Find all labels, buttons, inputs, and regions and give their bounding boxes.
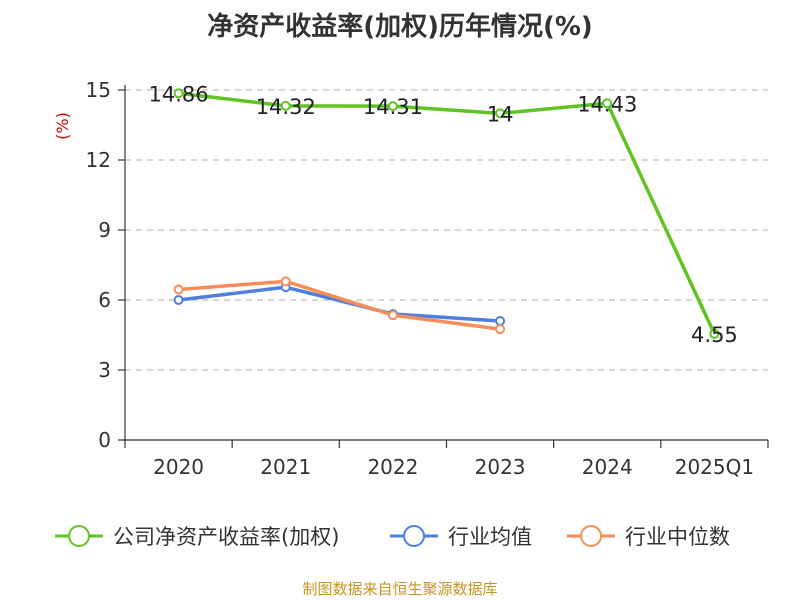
axes: 0 3 6 9 12 15 2020 2021 2022 2023 2024 2025Q1 — [86, 78, 769, 479]
y-tick-label: 15 — [86, 78, 111, 102]
y-axis-label: (%) — [53, 112, 72, 140]
data-point — [387, 101, 398, 112]
y-tick-label: 9 — [98, 218, 111, 242]
legend-label: 公司净资产收益率(加权) — [113, 525, 339, 549]
legend: 公司净资产收益率(加权) 行业均值 行业中位数 — [55, 525, 730, 549]
data-point — [173, 88, 184, 99]
legend-marker — [580, 525, 602, 547]
grid-lines — [125, 89, 768, 371]
source-note: 制图数据来自恒生聚源数据库 — [302, 580, 498, 598]
data-labels: 14.86 14.32 14.31 14 14.43 4.55 — [149, 82, 738, 347]
x-tick-label: 2022 — [367, 455, 418, 479]
data-point — [602, 98, 613, 109]
chart-title: 净资产收益率(加权)历年情况(%) — [207, 12, 593, 42]
data-label: 14.86 — [149, 82, 209, 106]
data-point — [495, 324, 506, 335]
legend-marker — [403, 525, 425, 547]
data-label: 14.43 — [577, 92, 637, 116]
data-label: 14.32 — [256, 95, 316, 119]
x-tick-label: 2020 — [153, 455, 204, 479]
x-tick-label: 2023 — [475, 455, 526, 479]
data-label: 4.55 — [691, 323, 738, 347]
y-tick-label: 12 — [86, 148, 111, 172]
data-point — [280, 100, 291, 111]
x-tick-label: 2025Q1 — [675, 455, 754, 479]
x-tick-label: 2021 — [260, 455, 311, 479]
data-label: 14 — [487, 102, 514, 126]
series-line — [178, 279, 501, 331]
x-tick-label: 2024 — [582, 455, 633, 479]
series-lines — [173, 88, 720, 339]
y-tick-label: 0 — [98, 428, 111, 452]
data-point — [387, 310, 398, 321]
data-point — [280, 276, 291, 287]
y-tick-label: 6 — [98, 288, 111, 312]
legend-label: 行业均值 — [448, 525, 532, 549]
data-label: 14.31 — [363, 95, 423, 119]
legend-label: 行业中位数 — [625, 525, 730, 549]
series-line — [178, 285, 501, 323]
series-line — [178, 91, 717, 335]
legend-marker — [68, 525, 90, 547]
data-point — [173, 295, 184, 305]
data-point — [709, 328, 720, 339]
data-point — [173, 284, 184, 295]
data-point — [495, 108, 506, 119]
y-tick-label: 3 — [98, 358, 111, 382]
data-point — [495, 316, 506, 326]
